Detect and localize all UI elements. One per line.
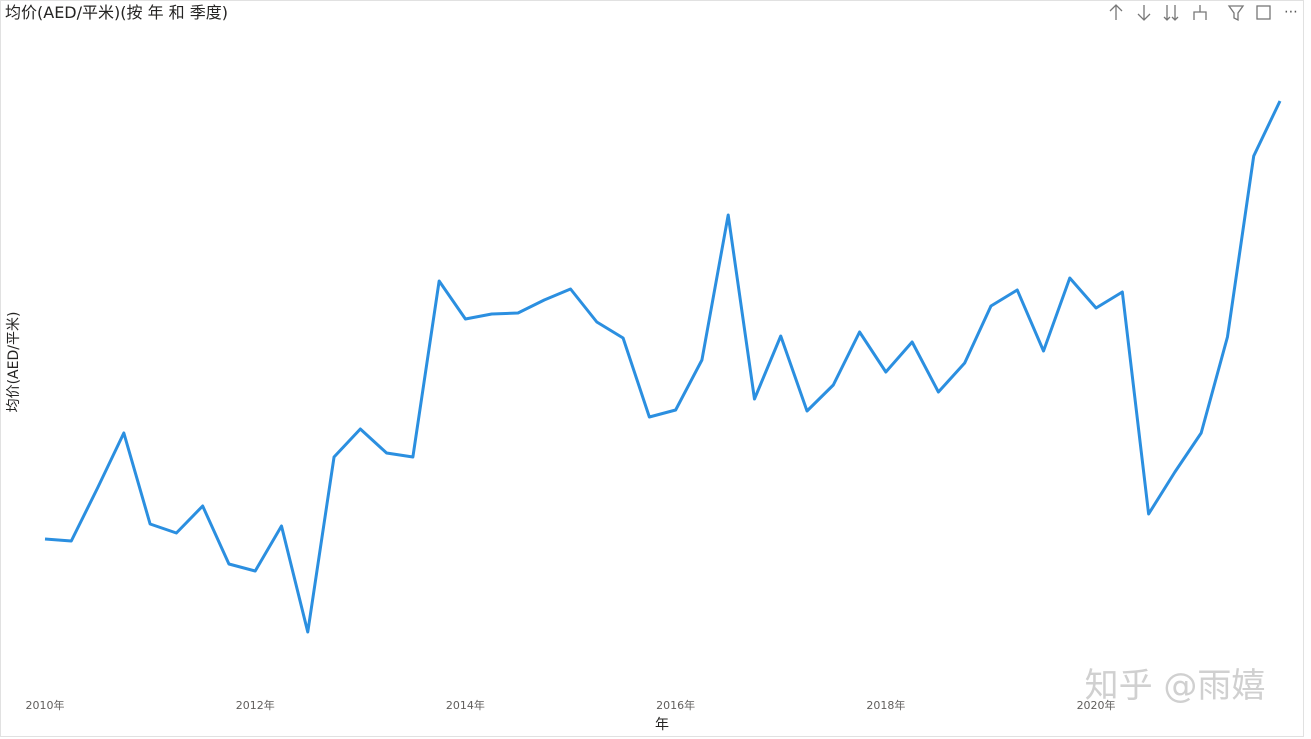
x-tick-label: 2018年 [866,698,905,712]
chart-title: 均价(AED/平米)(按 年 和 季度) [5,3,228,22]
x-tick-label: 2020年 [1077,698,1116,712]
watermark: 知乎 @雨嬉 [1085,666,1266,706]
x-tick-label: 2010年 [26,698,65,712]
toolbar[interactable]: ⋯ [1109,4,1298,22]
x-axis-label: 年 [655,717,669,733]
line [44,100,1282,634]
y-axis-label: 均价(AED/平米) [6,312,22,413]
x-tick-label: 2014年 [446,698,485,712]
x-tick-label: 2016年 [656,698,695,712]
x-tick-label: 2012年 [236,698,275,712]
svg-text:⋯: ⋯ [1284,4,1298,20]
